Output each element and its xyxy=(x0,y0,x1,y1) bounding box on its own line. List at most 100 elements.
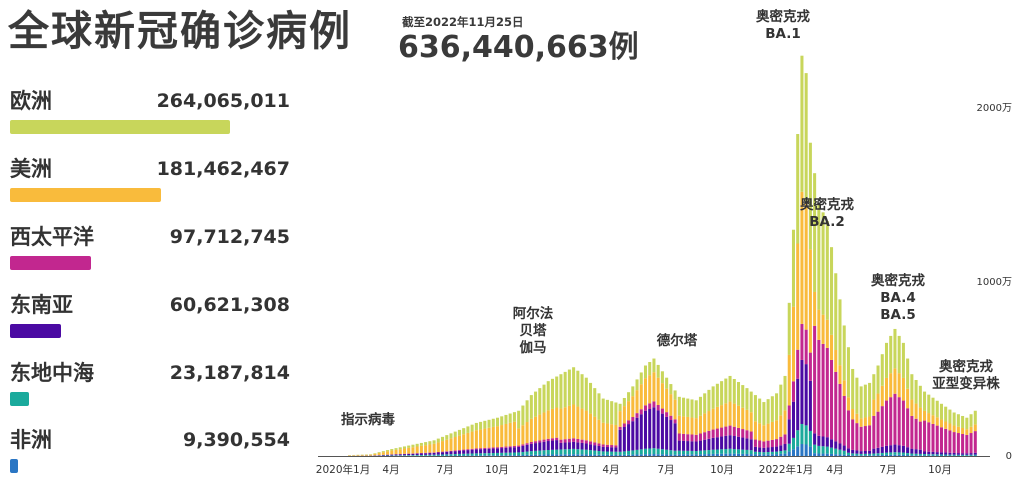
bar-segment xyxy=(855,377,859,414)
bar-segment xyxy=(868,382,872,417)
bar-segment xyxy=(407,453,411,456)
bar-segment xyxy=(411,453,415,456)
variant-annotation: 阿尔法贝塔伽马 xyxy=(513,305,554,356)
bar-segment xyxy=(453,436,457,451)
bar-segment xyxy=(863,451,867,454)
bar-segment xyxy=(939,419,943,428)
bar-segment xyxy=(914,380,918,404)
bar-segment xyxy=(884,377,889,401)
bar-segment xyxy=(698,454,702,456)
bar-segment xyxy=(665,416,669,450)
bar-segment xyxy=(559,408,563,440)
bar-segment xyxy=(618,426,622,430)
bar-segment xyxy=(872,453,876,456)
bar-segment xyxy=(787,405,791,420)
bar-segment xyxy=(923,454,927,456)
region-name: 欧洲 xyxy=(10,89,52,113)
bar-segment xyxy=(800,423,804,444)
bar-segment xyxy=(762,452,766,455)
bar-segment xyxy=(483,448,487,454)
bar-segment xyxy=(424,453,428,455)
bar-segment xyxy=(445,451,449,455)
bar-segment xyxy=(466,450,470,454)
x-tick-label: 4月 xyxy=(602,464,619,476)
bar-segment xyxy=(910,415,914,449)
bar-segment xyxy=(580,408,584,440)
bar-segment xyxy=(445,451,449,452)
bar-segment xyxy=(457,450,461,454)
bar-segment xyxy=(622,426,626,452)
bar-segment xyxy=(373,453,377,454)
bar-segment xyxy=(660,413,664,450)
bar-segment xyxy=(694,400,698,419)
bar-segment xyxy=(804,329,808,365)
bar-segment xyxy=(935,417,939,426)
bar-segment xyxy=(876,365,880,394)
bar-segment xyxy=(775,454,779,456)
region-bar xyxy=(10,120,230,134)
bar-segment xyxy=(931,423,935,452)
x-tick-label: 10月 xyxy=(928,464,952,476)
bar-segment xyxy=(736,382,741,406)
bar-segment xyxy=(952,454,956,456)
bar-segment xyxy=(474,448,478,450)
bar-segment xyxy=(859,455,863,456)
bar-segment xyxy=(766,440,770,448)
bar-segment xyxy=(804,73,808,204)
bar-segment xyxy=(597,393,601,420)
bar-segment xyxy=(470,448,474,450)
bar-segment xyxy=(631,454,635,456)
bar-segment xyxy=(927,394,931,414)
bar-segment xyxy=(749,391,753,413)
x-tick-label: 2021年1月 xyxy=(533,463,587,476)
bar-segment xyxy=(614,424,618,446)
bar-segment xyxy=(813,433,817,445)
bar-segment xyxy=(614,402,618,425)
bar-segment xyxy=(542,439,546,442)
bar-segment xyxy=(584,440,588,444)
bar-segment xyxy=(686,416,690,435)
bar-segment xyxy=(825,437,829,447)
bar-segment xyxy=(715,437,719,450)
bar-segment xyxy=(508,422,512,447)
bar-segment xyxy=(457,429,461,436)
bar-segment xyxy=(525,451,529,455)
bar-segment xyxy=(635,413,639,418)
bar-segment xyxy=(863,417,867,427)
bar-segment xyxy=(880,354,884,386)
bar-segment xyxy=(563,454,567,456)
bar-segment xyxy=(517,452,521,456)
bar-segment xyxy=(584,410,588,441)
bar-segment xyxy=(572,441,576,449)
bar-segment xyxy=(707,411,711,431)
bar-segment xyxy=(542,454,546,456)
bar-segment xyxy=(935,454,939,456)
bar-segment xyxy=(842,395,846,446)
bar-segment xyxy=(791,449,795,456)
bar-segment xyxy=(550,454,554,456)
bar-segment xyxy=(470,431,474,449)
bar-segment xyxy=(500,425,504,447)
bar-segment xyxy=(973,424,977,432)
bar-segment xyxy=(512,447,516,453)
bar-segment xyxy=(631,417,635,422)
bar-segment xyxy=(436,452,440,455)
bar-segment xyxy=(618,429,622,452)
bar-segment xyxy=(728,448,732,454)
bar-segment xyxy=(825,319,829,348)
bar-segment xyxy=(724,449,728,454)
region-cases: 9,390,554 xyxy=(183,429,290,451)
bar-segment xyxy=(445,454,449,456)
bar-segment xyxy=(863,384,867,418)
bar-segment xyxy=(369,454,373,456)
bar-segment xyxy=(627,392,631,402)
bar-segment xyxy=(686,454,690,456)
bar-segment xyxy=(529,451,533,455)
bar-segment xyxy=(356,455,360,456)
bar-segment xyxy=(914,418,918,450)
bar-segment xyxy=(834,273,838,351)
bar-segment xyxy=(825,347,829,438)
bar-segment xyxy=(690,450,694,455)
bar-segment xyxy=(521,444,525,446)
bar-segment xyxy=(720,453,724,456)
